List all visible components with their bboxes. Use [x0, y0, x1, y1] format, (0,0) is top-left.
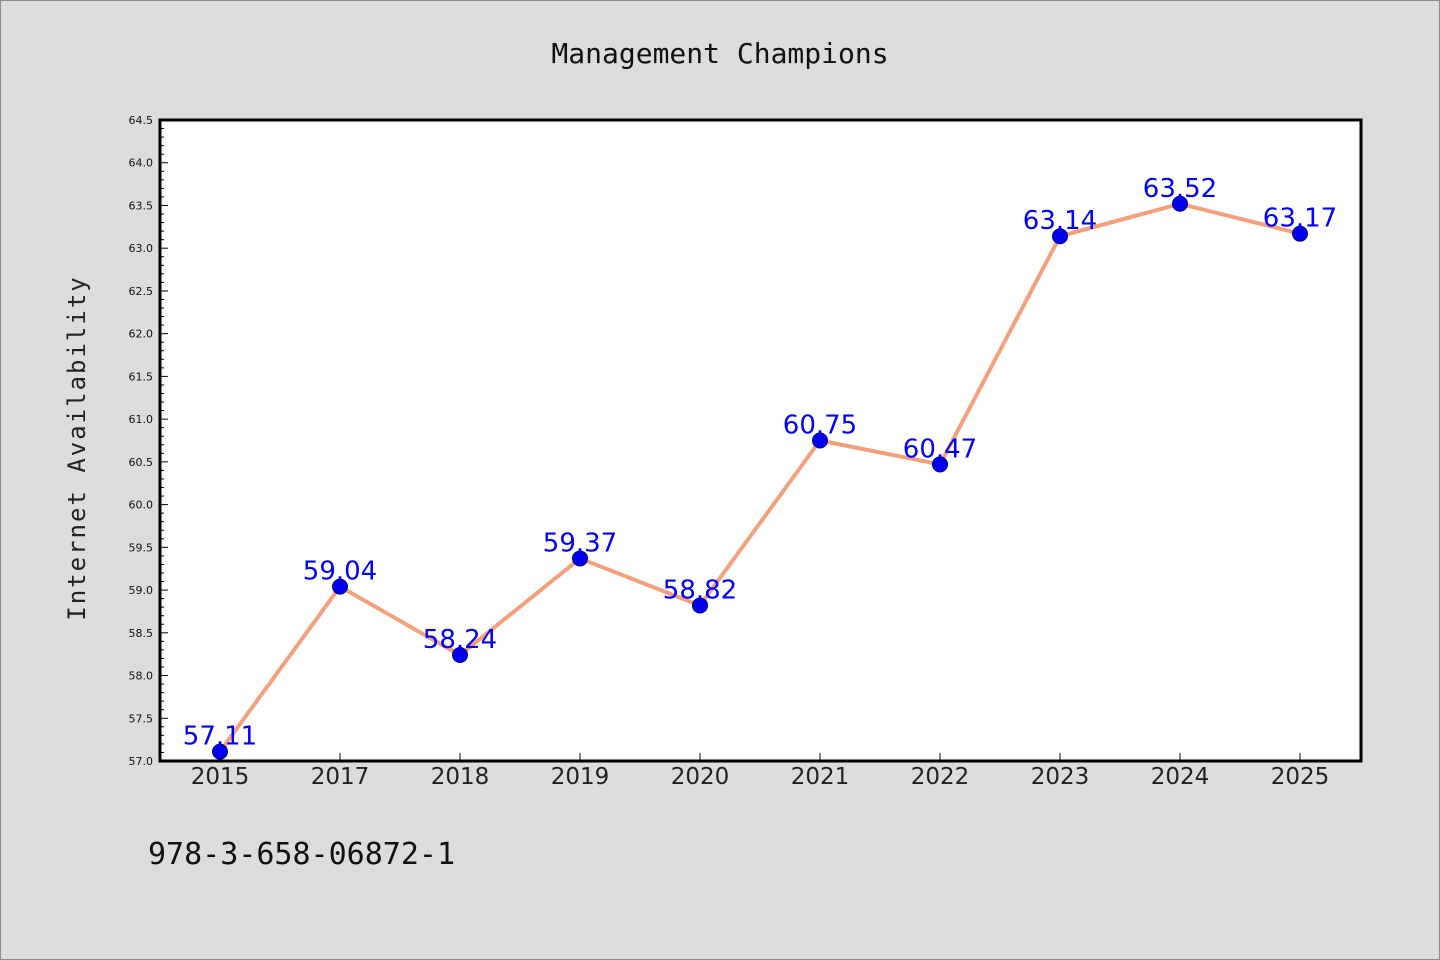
y-tick-label: 61.0 — [129, 413, 154, 426]
data-point — [572, 550, 588, 567]
series-group: 57.11 59.04 58.24 59.37 58.82 60.75 60.47 63.14… — [183, 174, 1337, 760]
y-axis-label: Internet Availability — [63, 275, 91, 620]
x-axis-ticks: 2015 2017 2018 2019 2020 2021 2022 2023 2024 2025 — [191, 753, 1330, 790]
data-point — [452, 647, 468, 664]
x-tick-label: 2022 — [911, 764, 970, 790]
data-point — [1292, 225, 1308, 242]
data-label: 58.24 — [423, 625, 497, 655]
x-tick-label: 2019 — [551, 764, 610, 790]
y-axis-ticks: 57.0 57.5 58.0 58.5 59.0 59.5 60.0 60.5 61.0 61.5… — [129, 114, 168, 768]
y-tick-label: 58.0 — [129, 670, 154, 683]
x-tick-label: 2025 — [1271, 764, 1330, 790]
y-tick-label: 60.0 — [129, 499, 154, 512]
x-tick-label: 2021 — [791, 764, 850, 790]
x-tick-label: 2015 — [191, 764, 250, 790]
y-tick-label: 58.5 — [129, 627, 154, 640]
data-label: 60.75 — [783, 411, 857, 441]
y-tick-label: 63.0 — [129, 242, 154, 255]
data-label: 63.17 — [1263, 204, 1337, 234]
y-tick-label: 64.5 — [129, 114, 154, 127]
x-tick-label: 2018 — [431, 764, 490, 790]
y-tick-label: 57.5 — [129, 712, 154, 725]
y-tick-label: 64.0 — [129, 157, 154, 170]
data-label: 59.37 — [543, 528, 617, 558]
y-tick-label: 59.5 — [129, 541, 154, 554]
x-tick-label: 2023 — [1031, 764, 1090, 790]
data-point — [932, 456, 948, 473]
y-tick-label: 61.5 — [129, 370, 154, 383]
series-line — [218, 201, 1301, 753]
y-tick-label: 62.5 — [129, 285, 154, 298]
data-point — [1052, 228, 1068, 245]
x-tick-label: 2020 — [671, 764, 730, 790]
data-point — [812, 432, 828, 449]
data-label: 60.47 — [903, 434, 977, 464]
data-label: 57.11 — [183, 722, 257, 752]
y-tick-label: 63.5 — [129, 199, 154, 212]
x-tick-label: 2024 — [1151, 764, 1210, 790]
footer-code: 978-3-658-06872-1 — [148, 837, 455, 872]
data-point — [692, 597, 708, 614]
data-point — [212, 743, 228, 760]
y-tick-label: 59.0 — [129, 584, 154, 597]
y-tick-label: 57.0 — [129, 755, 154, 768]
plot-area — [158, 118, 1363, 763]
data-point — [332, 578, 348, 595]
data-label: 59.04 — [303, 557, 377, 587]
y-tick-label: 60.5 — [129, 456, 154, 469]
x-tick-label: 2017 — [311, 764, 370, 790]
data-point — [1172, 195, 1188, 212]
chart-title: Management Champions — [551, 37, 888, 70]
data-label: 63.14 — [1023, 206, 1097, 236]
data-label: 63.52 — [1143, 174, 1217, 204]
data-label: 58.82 — [663, 575, 737, 605]
y-tick-label: 62.0 — [129, 328, 154, 341]
